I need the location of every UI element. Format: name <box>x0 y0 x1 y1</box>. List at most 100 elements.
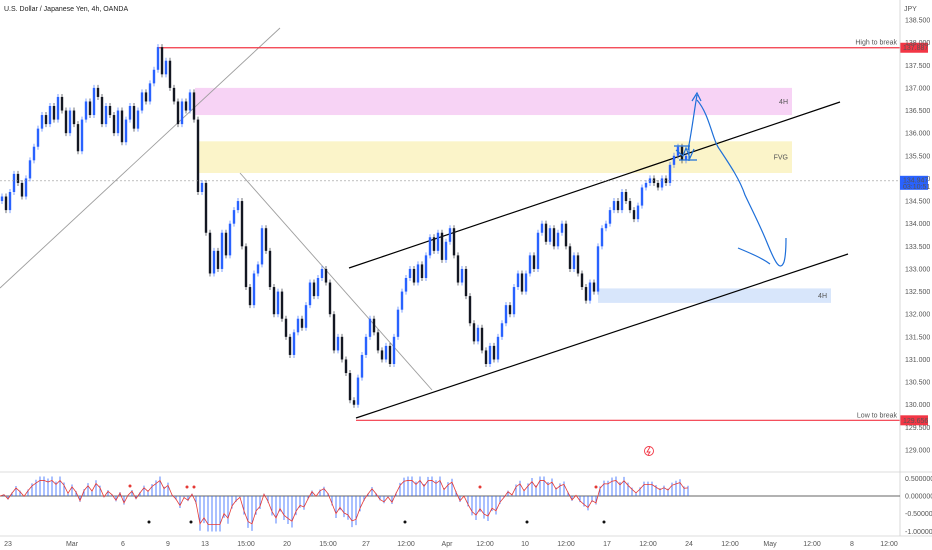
price-axis[interactable]: 138.500 138.000 137.500 137.000 136.500 136.0… <box>899 0 930 536</box>
osc-red-dot <box>128 484 132 488</box>
candle-body <box>248 287 252 306</box>
candle-body <box>136 110 140 129</box>
candle-body <box>28 160 32 179</box>
last-price-value: 134.947 <box>903 177 928 184</box>
high-to-break-label: High to break <box>855 40 897 47</box>
candle-body <box>420 264 424 278</box>
candle-body <box>588 282 592 301</box>
high-to-break-price-tag <box>900 42 928 53</box>
candle-body <box>180 101 184 125</box>
candle-body <box>552 228 556 247</box>
candle-body <box>612 201 616 211</box>
time-axis[interactable]: 23 Mar 6 9 13 15:00 20 15:00 27 12:00 Apr 12:00 10 12… <box>4 541 898 548</box>
candle-body <box>268 250 272 288</box>
candle-body <box>120 110 124 143</box>
candle-body <box>472 323 476 342</box>
candle-body <box>656 182 660 188</box>
candle-body <box>156 47 160 70</box>
candle-body <box>164 60 168 75</box>
candle-body <box>568 246 572 269</box>
candle-body <box>300 318 304 328</box>
candle-body <box>600 228 604 247</box>
time-tick-label: 6 <box>121 541 125 548</box>
candle-body <box>292 332 296 355</box>
candle-body <box>428 237 432 256</box>
candle-body <box>356 377 360 405</box>
candle-body <box>368 318 372 337</box>
candle-body <box>520 273 524 292</box>
osc-black-dot <box>189 520 193 524</box>
candle-body <box>532 255 536 269</box>
time-tick-label: 12:00 <box>803 541 821 548</box>
candle-body <box>276 291 280 315</box>
candle-body <box>364 336 368 355</box>
time-tick-label: 12:00 <box>397 541 415 548</box>
candle-body <box>220 232 224 269</box>
candle-body <box>72 110 76 125</box>
candle-body <box>296 318 300 333</box>
candle-body <box>24 178 28 197</box>
candle-body <box>216 250 220 269</box>
forecast-dip <box>737 247 771 265</box>
channel-lower-line <box>355 253 849 419</box>
candle-body <box>308 282 312 306</box>
candle-body <box>596 246 600 292</box>
price-tick-label: 135.500 <box>905 153 930 160</box>
candle-body <box>460 268 464 283</box>
candle-body <box>436 232 440 251</box>
candle-body <box>672 155 676 165</box>
pink-zone-label: 4H <box>779 99 788 106</box>
candle-body <box>604 223 608 229</box>
candle-body <box>252 273 256 306</box>
chart-title: U.S. Dollar / Japanese Yen, 4h, OANDA <box>4 6 128 13</box>
candle-body <box>412 268 416 283</box>
high-to-break-price-value: 137.887 <box>903 45 928 52</box>
candle-body <box>332 314 336 351</box>
osc-red-dot <box>594 485 598 489</box>
candle-body <box>116 110 120 134</box>
candle-body <box>444 241 448 260</box>
candle-body <box>68 110 72 134</box>
last-price-tag <box>900 175 928 190</box>
candle-body <box>132 106 136 129</box>
candle-body <box>244 246 248 288</box>
candle-body <box>340 336 344 360</box>
candle-body <box>128 106 132 120</box>
candle-body <box>228 223 232 256</box>
candle-body <box>48 106 52 125</box>
candle-body <box>572 255 576 269</box>
candle-body <box>564 223 568 247</box>
candle-body <box>264 228 268 251</box>
candle-body <box>104 106 108 125</box>
oscillator-panel <box>0 476 900 532</box>
candle-body <box>204 182 208 233</box>
candle-body <box>60 96 64 111</box>
candle-body <box>272 287 276 315</box>
forecast-drawing <box>674 91 787 267</box>
osc-signal-line <box>0 479 689 525</box>
flash-icon-circle <box>644 446 654 456</box>
candle-body <box>536 232 540 269</box>
candle-body <box>112 115 116 134</box>
candle-body <box>256 264 260 274</box>
candle-body <box>548 228 552 242</box>
candle-body <box>512 287 516 315</box>
candle-body <box>0 196 4 202</box>
candle-body <box>348 373 352 401</box>
candle-body <box>560 223 564 233</box>
candle-body <box>288 336 292 355</box>
candle-body <box>528 255 532 274</box>
price-tick-label: 136.000 <box>905 131 930 138</box>
time-tick-label: 13 <box>201 541 209 548</box>
candle-body <box>680 146 684 161</box>
candle-body <box>336 336 340 351</box>
osc-red-dot <box>192 485 196 489</box>
time-tick-label: 12:00 <box>476 541 494 548</box>
candle-body <box>416 264 420 283</box>
oscillator-axis: 0.500000 0.000000 -0.500000 -1.000000 <box>905 476 932 536</box>
candle-body <box>424 255 428 278</box>
candle-body <box>212 250 216 274</box>
candle-body <box>44 115 48 125</box>
candle-body <box>636 205 640 220</box>
